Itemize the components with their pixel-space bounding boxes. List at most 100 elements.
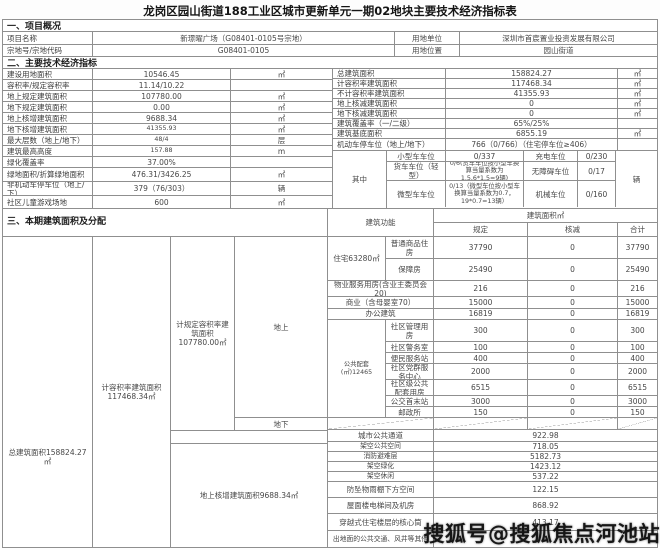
parking-type-label: 机械车位 [524,181,578,207]
total-area-cell: 总建筑面积158824.27㎡ [3,237,93,547]
section2-heading: 二、主要技术经济指标 [3,57,657,69]
indicator-unit: ㎡ [277,197,286,207]
section3-middle: 计规定容积率建筑面积107780.00㎡ 地上 地下 地上核增建筑面积9688.… [171,237,328,547]
row-roof-machine-room: 屋面楼电梯间及机房 868.92 [328,498,657,515]
section3-body: 总建筑面积158824.27㎡ 计容积率建筑面积117468.34㎡ 计规定容积… [3,237,657,547]
function-label: 社区级公共配套用房 [386,380,434,395]
na-cell [434,418,528,429]
merged-value: 922.98 [532,430,559,440]
row-refuge-floor: 消防避难层 5182.73 [328,451,657,462]
total-value: 37790 [625,243,650,252]
page-title: 龙岗区园山街道188工业区城市更新单元一期02地块主要技术经济指标表 [143,4,517,18]
indicator-label: 总建筑面积 [333,69,446,78]
specified-value: 6515 [434,380,528,395]
total-value: 216 [630,284,645,293]
function-label: 商业（含母婴室70） [328,297,434,308]
row-commodity-housing: 普通商品住房 37790 0 37790 [386,237,657,259]
area-header: 建筑面积㎡ [526,211,565,220]
function-label: 穿越式住宅楼层的核心筒 [328,514,434,530]
parcel-row: 宗地号/宗地代码 G08401-0105 用地位置 园山街道 [3,45,657,57]
indicator-unit: 辆 [277,184,286,193]
middle-top: 计规定容积率建筑面积107780.00㎡ 地上 地下 [171,237,327,431]
indicator-value: 0 [446,99,618,108]
row-children-playground: 社区儿童游戏场地 600 ㎡ [3,196,332,208]
frr-area-cell: 计容积率建筑面积117468.34㎡ [93,237,171,547]
parking-detail-block: 其中 小型车车位 0/337 充电车位 0/230 货车车位（轻型） 0/6(货… [333,151,657,208]
parking-type-label: 货车车位（轻型） [387,162,446,180]
reduced-value: 0 [528,396,618,406]
indicator-label: 绿地面积/折算绿地面积 [3,168,93,181]
indicator-label: 建设用地面积 [3,69,93,79]
indicator-label: 地上核增建筑面积 [3,113,93,123]
row-above-bonus-area: 地上核增建筑面积 9688.34 ㎡ [3,113,332,124]
indicator-label: 建筑基底面积 [333,129,446,138]
area-header-group: 建筑面积㎡ 规定 核减 合计 [434,209,657,236]
row-police: 社区警务室 100 0 100 [386,342,657,353]
row-total-area: 总建筑面积 158824.27 ㎡ [333,69,657,79]
row-community-facility: 社区级公共配套用房 6515 0 6515 [386,380,657,396]
specified-header: 规定 [434,223,528,236]
specified-value: 400 [434,353,528,363]
function-label: 屋面楼电梯间及机房 [328,498,434,514]
indicator-unit: ㎡ [277,102,286,112]
parking-type-label: 微型车车位 [387,181,446,207]
function-label: 邮政所 [386,407,434,417]
row-micro-car: 微型车车位 0/13（微型车位按小型车换算当量系数为0.7，19*0.7=13辆… [387,181,616,207]
indicator-value: 9688.34 [93,113,231,123]
reduced-value: 0 [528,407,618,417]
merged-value: 5182.73 [529,451,561,461]
merged-value: 868.92 [532,501,559,511]
function-label: 物业服务用房(含业主委员会20) [328,281,434,296]
row-stilt-public-space: 架空公共空间 718.05 [328,441,657,452]
function-label: 便民服务站 [386,353,434,363]
reduced-value: 0 [528,342,618,352]
indicator-label: 地下规定建筑面积 [3,102,93,112]
parking-unit: 辆 [632,175,641,184]
specified-value: 150 [434,407,528,417]
function-label: 公交首末站 [386,396,434,406]
row-below-bonus-area: 地下核增建筑面积 41355.93 ㎡ [3,124,332,135]
row-stilt-greening: 架空绿化 1423.12 [328,461,657,472]
project-name-value: 新璟曜广场（G08401-0105号宗地） [93,32,395,44]
indicator-unit: ㎡ [277,113,286,123]
below-ground-label: 地下 [273,419,289,429]
section2-right: 总建筑面积 158824.27 ㎡ 计容积率建筑面积 117468.34 ㎡ 不… [333,69,657,208]
indicator-table: 一、项目概况 项目名称 新璟曜广场（G08401-0105号宗地） 用地单位 深… [2,19,658,548]
function-label: 出地面的公共交通、风井等其他 [328,530,434,547]
row-max-floors: 最大层数（地上/地下） 48/4 层 [3,135,332,146]
na-cell [618,418,657,429]
indicator-label: 地下核增建筑面积 [3,124,93,134]
public-group-label: 公共配套(㎡)12465 [328,320,386,417]
section2-left: 建设用地面积 10546.45 ㎡ 容积率/规定容积率 11.14/10.22 … [3,69,333,208]
empty-cell [171,431,327,444]
indicator-value: 379（76/303） [93,182,231,195]
indicator-label: 地下核减建筑面积 [333,109,446,118]
indicator-label: 容积率/规定容积率 [3,80,93,90]
residential-group-row: 住宅63280㎡ 普通商品住房 37790 0 37790 保障房 25490 … [328,237,657,281]
total-value: 3000 [627,396,648,406]
indicator-label: 计容积率建筑面积 [333,79,446,88]
row-above-reg-area: 地上规定建筑面积 107780.00 ㎡ [3,91,332,102]
function-label: 社区党群服务中心 [386,364,434,379]
function-label: 保障房 [386,259,434,280]
row-nonfrr-area: 不计容积率建筑面积 41355.93 ㎡ [333,89,657,99]
indicator-value: 6855.19 [446,129,618,138]
function-label: 防坠物雨棚下方空间 [328,481,434,498]
function-label: 城市公共通道 [328,429,434,441]
row-motor-parking: 机动车停车位（地上/地下） 766（0/766）（住宅停车位≥406） [333,139,657,151]
row-far: 容积率/规定容积率 11.14/10.22 [3,80,332,91]
motor-parking-label: 机动车停车位（地上/地下） [333,139,446,150]
row-public-passage: 城市公共通道 922.98 [328,429,657,442]
function-label: 架空休闲 [328,471,434,481]
row-land-area: 建设用地面积 10546.45 ㎡ [3,69,332,80]
function-label: 普通商品住房 [386,237,434,258]
indicator-unit: ㎡ [633,129,642,138]
row-footprint: 建筑基底面积 6855.19 ㎡ [333,129,657,139]
row-core-tube: 穿越式住宅楼层的核心筒 413.17 [328,514,657,531]
indicator-value: 48/4 [93,135,231,145]
indicator-value: 158824.27 [446,69,618,78]
row-frr-area: 计容积率建筑面积 117468.34 ㎡ [333,79,657,89]
indicator-unit [618,119,657,128]
reduced-header: 核减 [528,223,618,236]
land-user-value: 深圳市首宸置业投资发展有限公司 [502,33,615,43]
